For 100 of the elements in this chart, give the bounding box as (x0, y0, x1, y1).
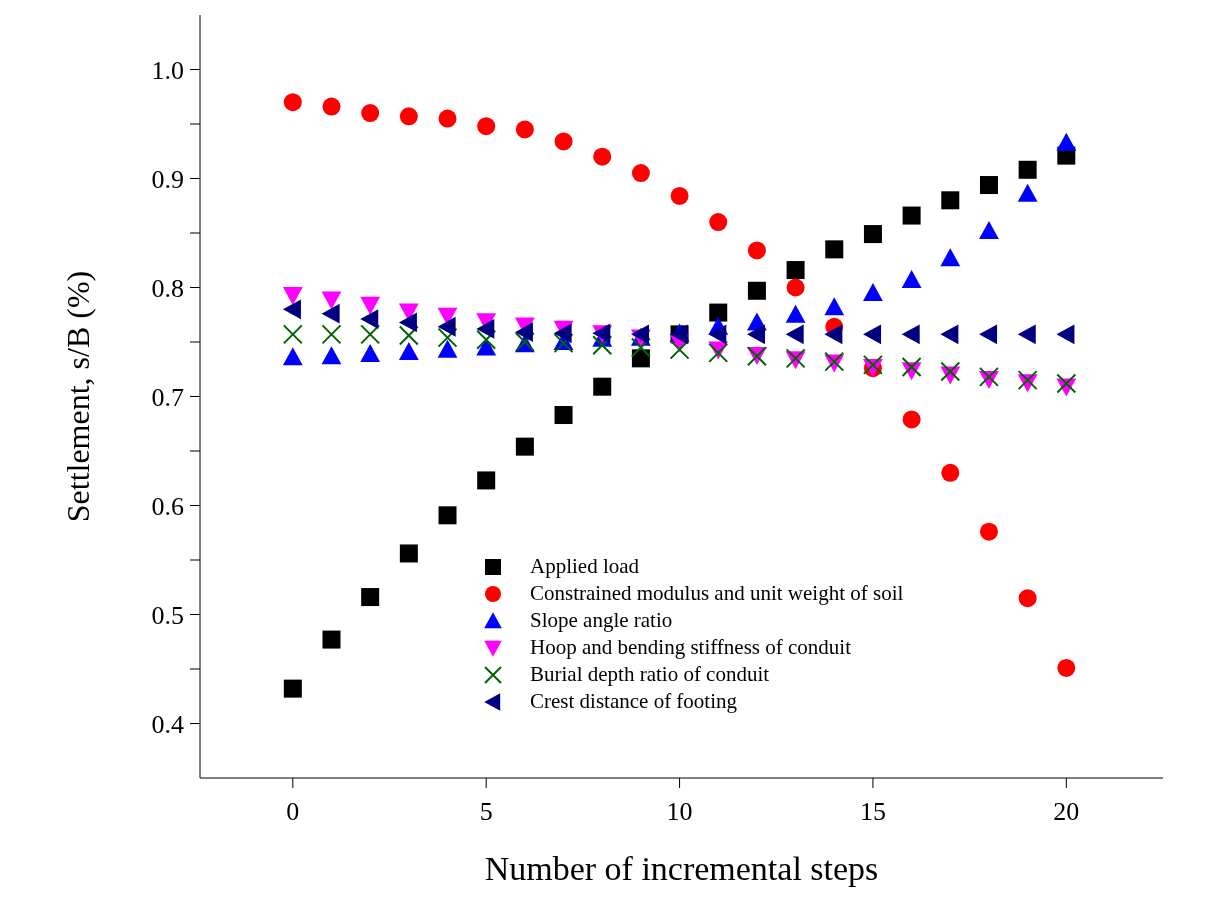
legend-label: Slope angle ratio (530, 608, 673, 633)
x-tick-label: 10 (666, 797, 693, 827)
point (708, 324, 727, 345)
point (361, 588, 380, 607)
point (398, 312, 417, 333)
y-axis-title: Settlement, s/B (%) (60, 270, 97, 523)
point (398, 325, 419, 346)
point (282, 299, 301, 320)
point (477, 471, 496, 490)
y-tick-label: 0.9 (151, 164, 184, 194)
point (477, 117, 496, 136)
point (282, 347, 303, 366)
point (322, 630, 341, 649)
point (1057, 658, 1076, 677)
point (786, 261, 805, 280)
point (670, 186, 689, 205)
point (747, 281, 766, 300)
point (863, 283, 883, 302)
point (593, 147, 612, 166)
point (437, 316, 456, 337)
point (593, 377, 612, 396)
point (747, 241, 766, 260)
point (1056, 132, 1077, 151)
point (940, 324, 959, 345)
x-tick-label: 20 (1053, 797, 1080, 827)
x-tick-label: 0 (286, 797, 300, 827)
point (631, 164, 650, 183)
point (901, 357, 922, 378)
point (360, 309, 379, 330)
point (785, 304, 806, 323)
point (940, 248, 961, 267)
point (979, 176, 998, 195)
point (824, 297, 845, 316)
point (1018, 589, 1037, 608)
point (825, 240, 844, 259)
point (941, 191, 960, 210)
x-axis-title: Number of incremental steps (484, 850, 879, 887)
point (1018, 160, 1037, 179)
point (902, 206, 921, 225)
point (554, 406, 573, 425)
y-tick-label: 0.5 (151, 600, 184, 630)
point (747, 324, 766, 345)
point (399, 544, 418, 563)
point (785, 324, 804, 345)
point (940, 361, 961, 382)
point (514, 322, 533, 343)
point (1017, 183, 1038, 202)
point (709, 303, 728, 322)
legend-label: Applied load (530, 554, 640, 579)
point (786, 278, 805, 297)
point (282, 287, 303, 306)
legend-label: Constrained modulus and unit weight of soil (530, 581, 904, 606)
point (979, 220, 999, 239)
point (322, 97, 341, 116)
legend-label: Burial depth ratio of conduit (530, 662, 770, 687)
point (437, 339, 458, 358)
point (438, 109, 457, 128)
point (321, 324, 342, 345)
point (282, 324, 303, 345)
point (361, 104, 380, 123)
legend-label: Crest distance of footing (530, 689, 738, 714)
legend-label: Hoop and bending stiffness of conduit (530, 635, 851, 660)
point (1056, 324, 1075, 345)
point (283, 679, 302, 698)
point (360, 344, 381, 363)
point (398, 341, 419, 360)
point (438, 506, 457, 525)
point (979, 522, 998, 541)
point (515, 437, 534, 456)
point (592, 335, 613, 356)
point (476, 319, 495, 339)
point (1017, 324, 1036, 345)
point (941, 463, 960, 482)
point (630, 337, 651, 358)
y-tick-label: 0.4 (151, 709, 184, 739)
point (515, 120, 534, 139)
x-tick-label: 15 (859, 797, 886, 827)
point (437, 327, 458, 348)
y-tick-label: 0.6 (151, 491, 184, 521)
point (901, 324, 920, 345)
point (360, 296, 381, 315)
point (902, 410, 921, 429)
point (321, 303, 340, 324)
point (709, 213, 728, 232)
y-tick-label: 0.8 (151, 273, 184, 303)
point (360, 324, 381, 345)
x-tick-label: 5 (479, 797, 493, 827)
y-tick-label: 1.0 (151, 55, 184, 85)
point (863, 324, 882, 345)
point (476, 329, 497, 350)
point (553, 323, 572, 344)
point (824, 324, 843, 345)
point (321, 346, 342, 365)
point (979, 324, 998, 345)
point (901, 269, 922, 288)
point (321, 291, 342, 310)
point (669, 339, 690, 360)
point (554, 132, 573, 151)
point (283, 93, 302, 112)
point (863, 225, 882, 244)
